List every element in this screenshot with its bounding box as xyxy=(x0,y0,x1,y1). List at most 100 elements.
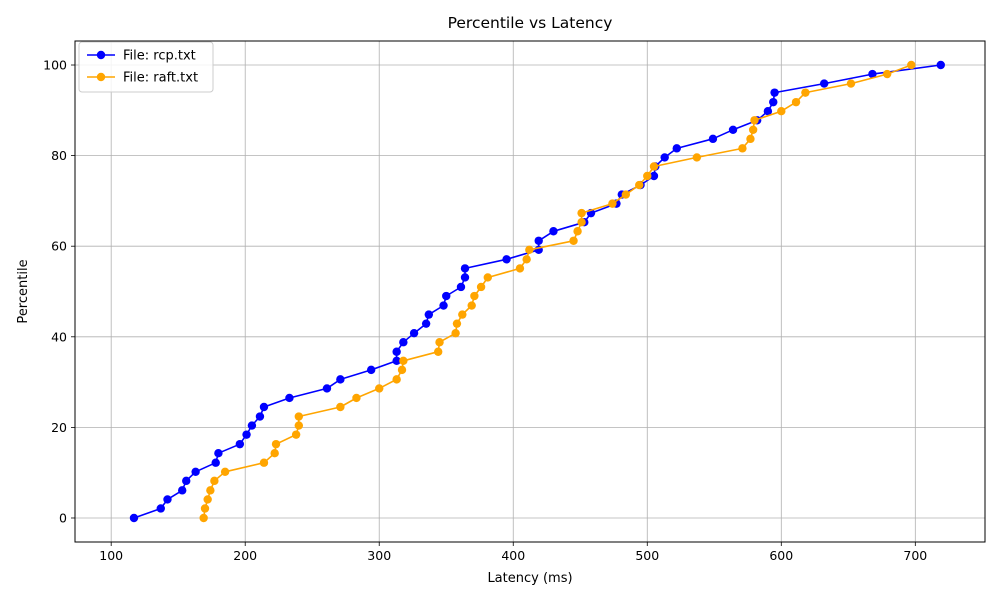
x-tick-label: 300 xyxy=(367,548,391,563)
data-point xyxy=(458,310,467,319)
data-point xyxy=(129,513,139,523)
data-point xyxy=(294,412,304,421)
x-tick-label: 400 xyxy=(501,548,525,563)
data-point xyxy=(433,347,443,356)
data-point xyxy=(203,495,212,504)
legend: File: rcp.txt File: raft.txt xyxy=(78,41,214,93)
data-point xyxy=(515,264,525,273)
data-point xyxy=(483,273,492,282)
data-point xyxy=(210,476,219,486)
tick-layer: 100 200 300 400 500 600 700 0 20 40 60 80 100 xyxy=(43,58,927,563)
data-point xyxy=(708,134,718,144)
data-point xyxy=(336,402,345,412)
data-point xyxy=(746,134,755,144)
x-tick-label: 700 xyxy=(903,548,927,563)
data-point xyxy=(271,439,281,449)
data-point xyxy=(294,421,304,430)
data-point xyxy=(819,79,829,88)
data-point xyxy=(270,449,279,458)
data-point xyxy=(577,208,586,218)
series-1 xyxy=(199,60,916,523)
data-point xyxy=(439,301,448,310)
data-point xyxy=(442,291,451,301)
data-point xyxy=(660,153,669,162)
data-point xyxy=(206,486,215,495)
data-point xyxy=(882,69,892,79)
data-point xyxy=(470,291,479,301)
data-point xyxy=(868,69,877,79)
data-point xyxy=(738,144,747,153)
data-point xyxy=(549,227,558,236)
y-tick-label: 20 xyxy=(51,420,67,435)
data-point xyxy=(424,310,434,319)
data-point xyxy=(846,79,856,88)
data-point xyxy=(621,190,631,199)
data-point xyxy=(397,365,407,375)
data-point xyxy=(285,393,294,403)
data-point xyxy=(352,393,361,403)
data-point xyxy=(259,402,269,412)
data-point xyxy=(200,504,210,513)
y-axis-label: Percentile xyxy=(16,259,31,323)
data-point xyxy=(156,504,165,513)
y-tick-label: 80 xyxy=(51,148,67,163)
data-point xyxy=(392,347,401,356)
data-point xyxy=(777,107,786,116)
data-point xyxy=(456,282,466,292)
data-point xyxy=(421,319,431,328)
legend-label: File: rcp.txt xyxy=(123,49,196,64)
data-point xyxy=(291,430,301,439)
x-tick-label: 500 xyxy=(635,548,659,563)
legend-label: File: raft.txt xyxy=(123,71,198,86)
data-point xyxy=(322,384,332,393)
data-point xyxy=(460,264,470,273)
data-point xyxy=(569,236,578,245)
data-point xyxy=(791,97,801,107)
y-tick-label: 100 xyxy=(43,58,67,73)
data-point xyxy=(399,356,408,366)
legend-item: File: raft.txt xyxy=(87,71,198,86)
legend-marker xyxy=(96,72,106,82)
data-point xyxy=(643,171,652,181)
y-tick-label: 60 xyxy=(51,239,67,254)
data-point xyxy=(502,255,511,264)
data-point xyxy=(525,245,534,255)
data-point xyxy=(452,319,462,328)
data-point xyxy=(748,125,758,134)
data-point xyxy=(163,495,172,504)
data-point xyxy=(211,458,220,467)
data-point xyxy=(435,338,444,347)
data-point xyxy=(375,384,384,393)
data-point xyxy=(728,125,738,134)
data-point xyxy=(672,144,681,153)
legend-item: File: rcp.txt xyxy=(87,49,196,64)
data-point xyxy=(692,153,702,162)
data-point xyxy=(399,338,408,347)
y-tick-label: 40 xyxy=(51,329,67,344)
chart-title: Percentile vs Latency xyxy=(448,14,613,32)
plot-frame xyxy=(74,40,986,543)
x-tick-label: 100 xyxy=(99,548,123,563)
data-point xyxy=(769,97,778,107)
data-point xyxy=(366,365,376,375)
data-point xyxy=(763,107,773,116)
data-point xyxy=(476,282,486,292)
data-point xyxy=(235,439,245,449)
data-point xyxy=(336,375,345,384)
data-point xyxy=(259,458,269,467)
data-point xyxy=(467,301,476,310)
data-point xyxy=(608,199,617,208)
data-point xyxy=(573,227,582,236)
data-point xyxy=(392,356,401,366)
data-point xyxy=(392,375,401,384)
series-0 xyxy=(129,60,945,523)
data-point xyxy=(451,328,460,338)
data-point xyxy=(214,449,223,458)
data-point xyxy=(178,486,187,495)
data-point xyxy=(242,430,251,439)
x-axis-label: Latency (ms) xyxy=(487,571,572,586)
y-tick-label: 0 xyxy=(59,510,67,525)
data-point xyxy=(801,88,810,97)
